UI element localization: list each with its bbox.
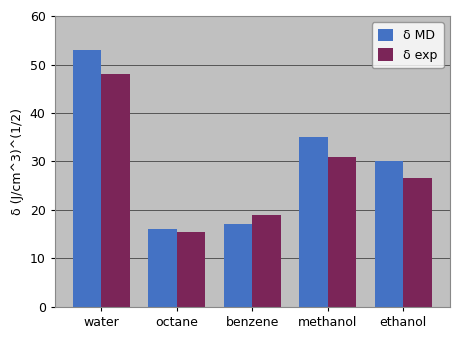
Bar	[403, 178, 432, 307]
Bar	[101, 74, 130, 307]
Legend: δ MD, δ exp: δ MD, δ exp	[372, 22, 443, 68]
Bar	[375, 162, 403, 307]
Bar	[224, 224, 252, 307]
Bar	[177, 232, 206, 307]
Bar	[299, 137, 328, 307]
Y-axis label: δ (J/cm^3)^(1/2): δ (J/cm^3)^(1/2)	[11, 108, 24, 215]
Bar	[73, 50, 101, 307]
Bar	[252, 215, 281, 307]
Bar	[328, 157, 356, 307]
Bar	[148, 229, 177, 307]
